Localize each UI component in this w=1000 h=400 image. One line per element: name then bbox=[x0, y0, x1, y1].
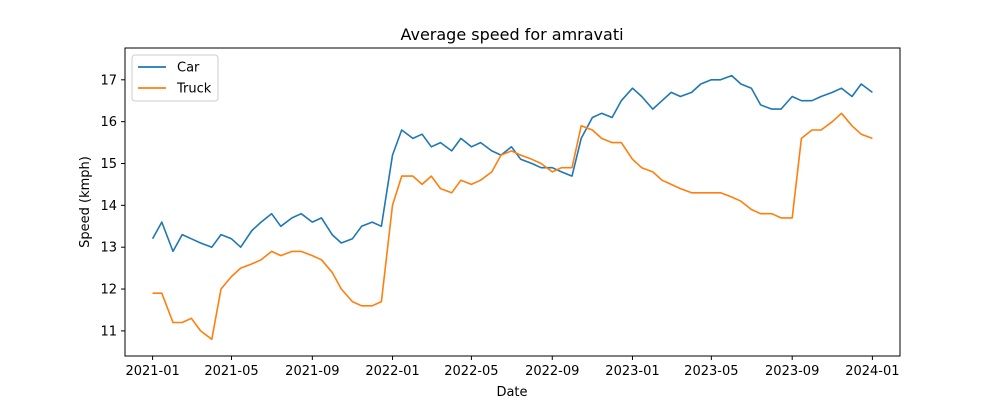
x-tick-label: 2022-05 bbox=[444, 364, 498, 379]
y-axis: 11 12 13 14 15 16 17 bbox=[100, 73, 125, 339]
x-tick-label: 2023-09 bbox=[765, 364, 819, 379]
legend: Car Truck bbox=[131, 54, 219, 102]
series-layer bbox=[151, 74, 873, 341]
x-axis-label: Date bbox=[496, 385, 527, 400]
plot-frame bbox=[124, 47, 901, 357]
y-tick-label: 14 bbox=[100, 199, 117, 214]
legend-label-truck: Truck bbox=[176, 82, 212, 97]
x-tick-label: 2022-01 bbox=[365, 364, 419, 379]
x-tick-label: 2021-05 bbox=[204, 364, 258, 379]
series-line-car bbox=[151, 74, 873, 253]
legend-label-car: Car bbox=[177, 61, 200, 76]
y-tick-label: 13 bbox=[100, 241, 117, 256]
x-axis: 2021-01 2021-05 2021-09 2022-01 2022-05 2022-… bbox=[125, 356, 900, 379]
y-tick-label: 15 bbox=[100, 157, 117, 172]
y-tick-label: 12 bbox=[100, 283, 117, 298]
y-tick-label: 16 bbox=[100, 115, 117, 130]
series-line-truck bbox=[152, 112, 873, 341]
x-tick-label: 2021-09 bbox=[285, 364, 339, 379]
x-tick-label: 2023-01 bbox=[605, 364, 659, 379]
chart-title: Average speed for amravati bbox=[400, 25, 623, 44]
x-tick-label: 2021-01 bbox=[125, 364, 179, 379]
y-tick-label: 17 bbox=[100, 73, 117, 88]
y-axis-label: Speed (kmph) bbox=[78, 156, 93, 248]
y-tick-label: 11 bbox=[100, 324, 117, 339]
x-tick-label: 2022-09 bbox=[525, 364, 579, 379]
x-tick-label: 2023-05 bbox=[684, 364, 738, 379]
x-tick-label: 2024-01 bbox=[845, 364, 899, 379]
